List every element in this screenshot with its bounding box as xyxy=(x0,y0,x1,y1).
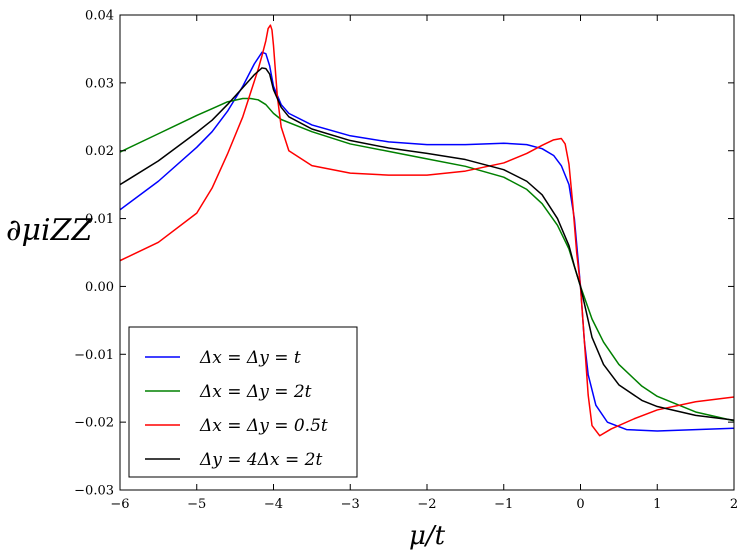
x-tick-label: −4 xyxy=(264,497,283,512)
x-tick-label: −3 xyxy=(341,497,360,512)
y-tick-label: 0.04 xyxy=(85,9,114,24)
y-tick-label: 0.03 xyxy=(85,76,114,91)
y-tick-label: 0.02 xyxy=(85,144,114,159)
legend: Δx = Δy = t Δx = Δy = 2t Δx = Δy = 0.5t Δy … xyxy=(128,326,358,478)
x-tick-label: −2 xyxy=(417,497,436,512)
x-axis-label: μ/t xyxy=(409,521,446,551)
legend-label: Δy = 4Δx = 2t xyxy=(199,450,322,470)
y-tick-label: −0.02 xyxy=(74,416,114,431)
x-tick-label: −1 xyxy=(494,497,513,512)
series-layer xyxy=(120,24,734,437)
legend-label: Δx = Δy = 0.5t xyxy=(199,416,328,436)
y-axis-label: ∂μiZZ xyxy=(6,213,93,248)
x-tick-label: 2 xyxy=(730,497,738,512)
y-tick-label: 0.01 xyxy=(85,212,114,227)
series-line-4 xyxy=(120,67,734,421)
series-line-1 xyxy=(120,51,734,432)
x-tick-label: 0 xyxy=(576,497,584,512)
y-tick-label: −0.01 xyxy=(74,348,114,363)
series-line-2 xyxy=(120,97,734,422)
legend-label: Δx = Δy = t xyxy=(199,348,301,368)
x-tick-label: −6 xyxy=(110,497,129,512)
x-tick-label: 1 xyxy=(653,497,661,512)
legend-label: Δx = Δy = 2t xyxy=(199,382,312,402)
ticks-layer: −6 −5 −4 −3 −2 −1 0 1 2 −0.03 −0.02 −0.01 0.00 0.01 0.… xyxy=(74,9,738,513)
x-tick-label: −5 xyxy=(187,497,206,512)
y-tick-label: 0.00 xyxy=(85,280,114,295)
legend-frame xyxy=(128,326,358,478)
y-tick-label: −0.03 xyxy=(74,484,114,499)
